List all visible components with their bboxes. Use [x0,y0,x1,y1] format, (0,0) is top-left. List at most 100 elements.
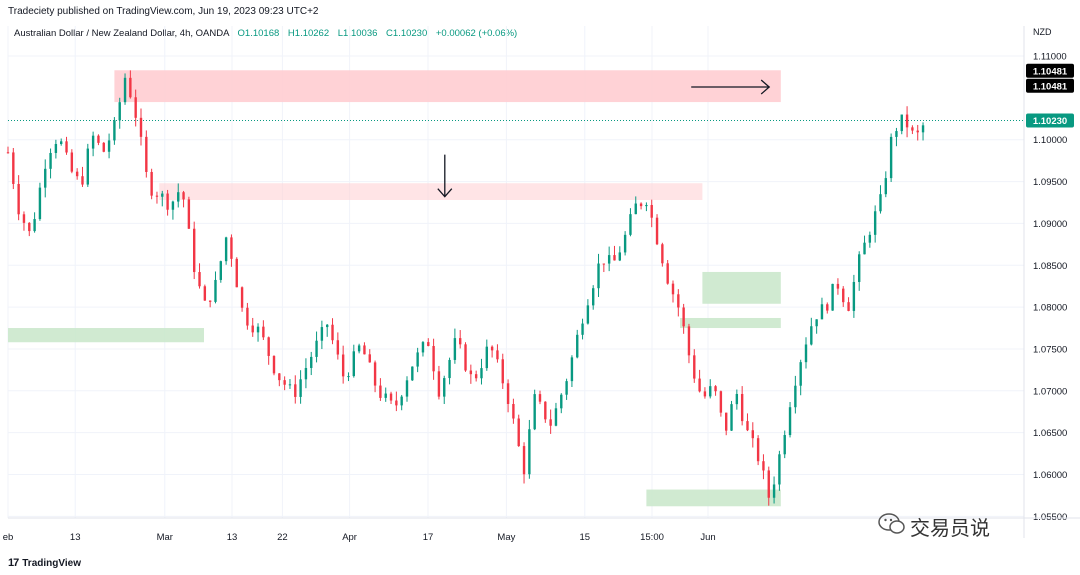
candle-body [336,340,340,355]
candle-body [629,214,632,235]
candle-body [783,435,786,455]
candle-body [352,351,355,377]
x-tick-label: 15:00 [640,532,664,543]
candle-body [421,342,425,353]
candle-body [357,345,361,352]
candle-body [129,77,132,98]
candle-body [480,368,483,379]
candle-body [725,412,728,431]
candle-body [730,404,733,431]
candle-body [320,327,324,341]
candle-body [203,286,207,301]
candle-body [86,148,89,185]
arrowhead-down-icon [437,188,453,198]
candle-body [118,102,121,121]
candle-body [315,340,318,357]
candle-body [868,234,872,243]
candle-body [544,401,547,420]
candle-body [911,127,914,131]
tradingview-logo-icon: 17 [8,557,19,569]
candle-body [905,114,909,128]
x-tick-label: Apr [342,532,357,543]
price-zones [8,70,781,507]
candle-body [166,193,169,210]
candle-body [22,214,26,223]
candle-body [810,326,813,345]
candle-body [538,394,542,402]
y-tick-label: 1.07500 [1033,344,1067,355]
candle-body [613,255,616,261]
candle-body [331,324,334,341]
candle-body [28,222,31,232]
candle-body [778,454,781,485]
candle-body [278,373,281,381]
candle-body [602,263,606,265]
candle-body [240,287,244,308]
candle-body [501,359,504,384]
candle-body [847,302,850,311]
watermark-text: 交易员说 [910,516,990,540]
candle-body [251,325,254,333]
candle-body [384,393,387,398]
price-tag [1026,63,1074,78]
candle-body [650,204,653,218]
candle-body [219,261,222,280]
y-tick-label: 1.10000 [1033,135,1067,146]
time-axis: eb 13 Mar 13 22 Apr 17 May 15 15:00 Jun [3,517,1080,543]
price-tags: 1.10481 1.10481 1.10230 [1026,63,1074,128]
candle-body [719,391,723,413]
candle-body [815,319,818,327]
candle-body [262,326,265,338]
candle-body [772,484,776,498]
candle-body [671,283,675,295]
candle-body [341,354,345,377]
candle-body [193,228,196,273]
symbol-name[interactable]: Australian Dollar / New Zealand Dollar, … [14,28,229,39]
candle-body [852,281,856,311]
candle-body [267,337,270,356]
candle-body [81,176,84,185]
candle-body [97,135,100,143]
candle-body [256,326,260,333]
candle-body [474,374,478,379]
supply-zone [114,70,781,103]
candle-body [740,393,744,422]
candle-body [735,393,739,405]
candle-body [666,263,669,284]
candle-body [560,394,563,409]
candle-body [826,304,829,311]
candle-body [873,211,877,235]
price-tag [1026,113,1074,128]
grid-lines [7,26,1024,518]
candle-body [698,378,701,392]
candle-body [709,386,712,397]
candle-body [17,183,20,215]
candle-body [639,203,643,207]
annotations [437,79,771,198]
tradingview-footer[interactable]: 17 TradingView [8,557,81,569]
candle-body [459,338,462,345]
y-tick-label: 1.08500 [1033,261,1067,272]
candle-body [283,380,286,385]
candle-body [155,195,159,197]
candle-body [751,430,754,439]
candle-body [921,125,925,133]
candle-body [171,201,175,210]
candle-body [512,403,515,419]
candle-body [161,193,164,197]
candle-body [373,362,377,386]
ohlc-high: H1.10262 [287,28,330,39]
candle-body [230,237,233,259]
candle-body [145,136,148,172]
candle-body [517,418,520,447]
y-tick-label: 1.06500 [1033,428,1067,439]
candle-body [347,376,350,378]
candle-body [437,371,441,397]
candle-body [224,237,228,262]
tradingview-brand: TradingView [22,557,81,569]
candle-body [597,263,600,289]
candle-body [38,187,42,220]
candle-body [395,400,398,406]
ohlc-change: +0.00062 (+0.06%) [435,28,518,39]
